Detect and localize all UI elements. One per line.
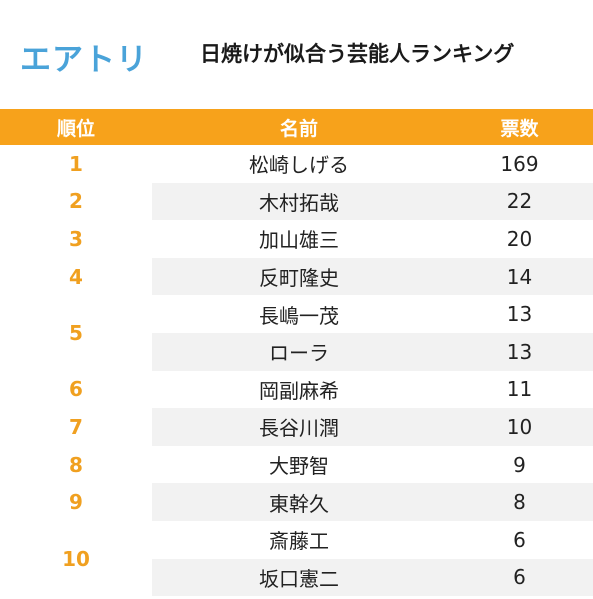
votes-cell: 13 [506, 339, 533, 364]
rank-cell: 2 [69, 189, 83, 214]
votes-cell: 13 [506, 302, 533, 327]
votes-cell: 8 [513, 490, 526, 515]
name-cell: 長嶋一茂 [259, 303, 339, 328]
table-row: 加山雄三 20 [152, 220, 593, 258]
votes-cell: 14 [506, 264, 533, 289]
row-list: 松崎しげる 169 木村拓哉 22 加山雄三 20 反町隆史 14 長嶋一茂 13 ローラ 13 岡副麻… [152, 145, 593, 597]
name-cell: 松崎しげる [249, 153, 349, 178]
rank-cell: 10 [62, 546, 90, 571]
rank-cell: 3 [69, 226, 83, 251]
column-header-rank: 順位 [56, 117, 95, 140]
name-cell: 反町隆史 [259, 266, 339, 291]
name-cell: 坂口憲二 [259, 566, 339, 591]
votes-cell: 10 [506, 414, 533, 439]
name-cell: 東幹久 [269, 491, 329, 516]
votes-cell: 22 [506, 189, 533, 214]
name-cell: 斎藤工 [269, 529, 329, 554]
votes-cell: 169 [500, 151, 539, 176]
name-cell: 長谷川潤 [259, 416, 339, 441]
rank-cell: 7 [69, 414, 83, 439]
table-row: 反町隆史 14 [152, 257, 593, 296]
rank-cell: 4 [69, 264, 83, 289]
table-header: 順位 名前 票数 [0, 109, 593, 145]
name-cell: 岡副麻希 [259, 378, 339, 403]
table-row: 松崎しげる 169 [152, 145, 593, 183]
rank-cell: 1 [69, 151, 83, 176]
chart-title: 日焼けが似合う芸能人ランキング [200, 42, 515, 66]
table-row: 東幹久 8 [152, 483, 593, 521]
rank-cell: 8 [69, 452, 83, 477]
column-header-votes: 票数 [500, 117, 539, 140]
name-cell: ローラ [269, 341, 329, 366]
table-row: 斎藤工 6 [152, 521, 593, 559]
table-row: 岡副麻希 11 [152, 371, 593, 409]
table-row: 木村拓哉 22 [152, 182, 593, 221]
rank-cell: 6 [69, 377, 83, 402]
votes-cell: 6 [513, 565, 526, 590]
table-body: 1 2 3 4 5 6 7 8 9 10 松崎しげる 169 木村拓哉 22 加山雄三 20 反町隆史 14 長嶋… [0, 145, 593, 597]
table-row: ローラ 13 [152, 332, 593, 371]
table-row: 長谷川潤 10 [152, 408, 593, 446]
rank-cell: 9 [69, 490, 83, 515]
votes-cell: 6 [513, 527, 526, 552]
name-cell: 大野智 [269, 454, 329, 479]
ranking-table: 順位 名前 票数 1 2 3 4 5 6 7 8 9 10 松崎しげる 169 木村拓哉 22 加山雄三 2… [0, 109, 593, 597]
table-row: 大野智 9 [152, 446, 593, 484]
header: エアトリ 日焼けが似合う芸能人ランキング [0, 0, 593, 108]
table-row: 坂口憲二 6 [152, 558, 593, 597]
votes-cell: 20 [506, 226, 533, 251]
column-header-name: 名前 [279, 117, 318, 140]
votes-cell: 11 [506, 377, 533, 402]
brand-logo: エアトリ [20, 42, 148, 78]
name-cell: 加山雄三 [259, 228, 339, 253]
name-cell: 木村拓哉 [259, 190, 339, 215]
table-row: 長嶋一茂 13 [152, 295, 593, 333]
rank-cell: 5 [69, 320, 83, 345]
votes-cell: 9 [513, 452, 526, 477]
